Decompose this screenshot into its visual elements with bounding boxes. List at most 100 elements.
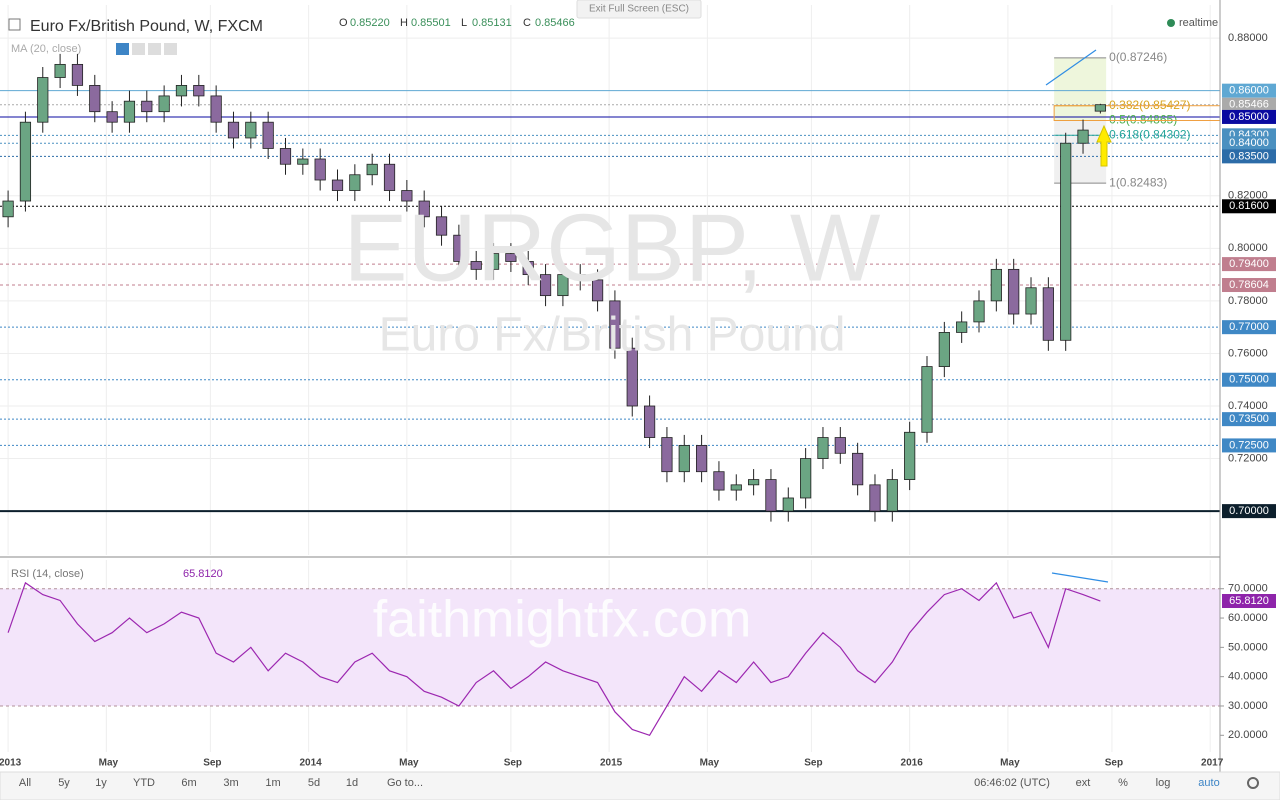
option-button[interactable]: ext (1076, 777, 1091, 789)
y-tick-label: 30.0000 (1228, 700, 1268, 712)
candle-body (765, 479, 777, 512)
candle-body (748, 479, 760, 486)
candle-body (2, 200, 14, 218)
add-icon[interactable] (148, 43, 161, 55)
level-label-bg (1222, 372, 1276, 387)
level-label: 0.75000 (1229, 374, 1269, 386)
collapse-icon[interactable] (8, 18, 21, 31)
y-tick-label: 0.72000 (1228, 452, 1268, 464)
level-label: 0.83500 (1229, 150, 1269, 162)
y-tick-label: 0.76000 (1228, 347, 1268, 359)
candle-body (1042, 287, 1054, 341)
range-button[interactable]: 1y (95, 777, 107, 789)
candle-body (158, 95, 170, 113)
symbol-title: Euro Fx/British Pound, W, FXCM (30, 18, 263, 35)
candle-body (921, 366, 933, 433)
candle-body (106, 111, 118, 123)
exit-fullscreen-button[interactable] (576, 0, 702, 19)
settings-icon[interactable] (132, 43, 145, 55)
y-tick-label: 60.0000 (1228, 612, 1268, 624)
level-label-bg (1222, 320, 1276, 335)
level-label-bg (1222, 109, 1276, 124)
settings-gear[interactable] (1247, 777, 1259, 789)
candle-body (210, 95, 222, 123)
y-tick-label: 0.88000 (1228, 32, 1268, 44)
ohlc-value: 0.85220 (350, 17, 390, 29)
ohlc-label: C (523, 17, 531, 29)
close-icon[interactable] (164, 43, 177, 55)
level-label: 0.78604 (1229, 279, 1269, 291)
x-tick-label: 2013 (0, 758, 22, 769)
candle-body (262, 121, 274, 149)
range-button[interactable]: YTD (133, 777, 155, 789)
toolbar-items: All 5y 1y YTD 6m 3m 1m 5d 1d Go to... 06:46:02 (UT… (19, 777, 1259, 789)
level-label: 0.84000 (1229, 137, 1269, 149)
candle-body (539, 274, 552, 297)
range-button[interactable]: 1d (346, 777, 358, 789)
range-button[interactable]: 1m (265, 777, 280, 789)
rsi-header-value: 65.8120 (183, 568, 223, 580)
rsi-study-label[interactable]: RSI (14, close) (11, 568, 84, 580)
candle-body (193, 85, 205, 97)
visibility-icon[interactable] (116, 43, 129, 55)
range-button[interactable]: 5y (58, 777, 70, 789)
ohlc-label: H (400, 17, 408, 29)
rsi-band (0, 588, 1220, 706)
candle-body (591, 279, 604, 302)
x-tick-label: Sep (203, 758, 221, 769)
watermark-ticker: EURGBP, W (344, 194, 881, 301)
fib-label: 0.5(0.84865) (1109, 113, 1177, 127)
candle-body (37, 77, 49, 123)
candle-body (886, 479, 898, 512)
level-label-bg (1222, 83, 1276, 98)
exit-fullscreen-label[interactable]: Exit Full Screen (ESC) (589, 4, 689, 15)
level-label-bg (1222, 412, 1276, 427)
level-label: 0.81600 (1229, 200, 1269, 212)
ohlc-value: 0.85466 (535, 17, 575, 29)
ma-study-label[interactable]: MA (20, close) (11, 43, 81, 55)
candle-body (141, 100, 153, 113)
candle-body (730, 484, 742, 491)
x-tick-label: 2014 (299, 758, 322, 769)
candle-body (661, 437, 673, 473)
candle-body (1060, 142, 1072, 341)
x-tick-label: 2016 (901, 758, 924, 769)
candle-body (695, 445, 708, 473)
ohlc-label: O (339, 17, 348, 29)
option-button[interactable]: log (1156, 777, 1171, 789)
toolbar (0, 771, 1280, 800)
candle-body (643, 405, 656, 438)
option-button[interactable]: auto (1198, 777, 1219, 789)
realtime-dot (1167, 19, 1175, 27)
candle-body (852, 452, 864, 486)
candle-body (383, 163, 396, 191)
range-button[interactable]: All (19, 777, 31, 789)
y-tick-label: 20.0000 (1228, 729, 1268, 741)
range-button[interactable]: 5d (308, 777, 320, 789)
clock: 06:46:02 (UTC) (974, 777, 1050, 789)
x-tick-label: May (700, 758, 720, 769)
fib-label: 0.382(0.85427) (1109, 98, 1190, 112)
range-button[interactable]: 6m (181, 777, 196, 789)
candle-body (609, 300, 621, 349)
trend-line (1051, 572, 1109, 583)
candle-body (678, 445, 690, 473)
fib-label: 1(0.82483) (1109, 175, 1167, 189)
level-label: 0.86000 (1229, 85, 1269, 97)
candle-body (834, 437, 846, 454)
option-button[interactable]: % (1118, 777, 1128, 789)
candle-body (279, 148, 292, 165)
candle-body (487, 253, 500, 270)
x-tick-label: May (99, 758, 119, 769)
range-button[interactable]: 3m (223, 777, 238, 789)
range-button[interactable]: Go to... (387, 777, 423, 789)
fib-label: 0(0.87246) (1109, 50, 1167, 64)
ohlc-label: L (461, 17, 467, 29)
price-pane: 0(0.87246) 0.382(0.85427)0.5(0.84865)0.61… (0, 5, 1221, 555)
y-tick-label: 40.0000 (1228, 671, 1268, 683)
candle-body (869, 484, 881, 512)
candle-body (522, 261, 534, 276)
candle-body (54, 63, 66, 78)
